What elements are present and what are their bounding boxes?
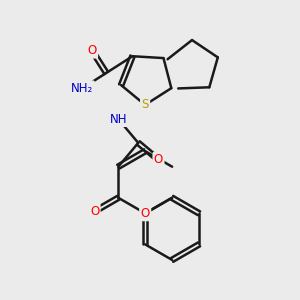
Text: O: O (87, 44, 97, 57)
Text: NH: NH (110, 112, 127, 126)
Text: O: O (154, 153, 163, 167)
Text: O: O (141, 207, 150, 220)
Text: S: S (141, 98, 149, 111)
Text: O: O (90, 205, 99, 218)
Text: NH₂: NH₂ (71, 82, 93, 95)
